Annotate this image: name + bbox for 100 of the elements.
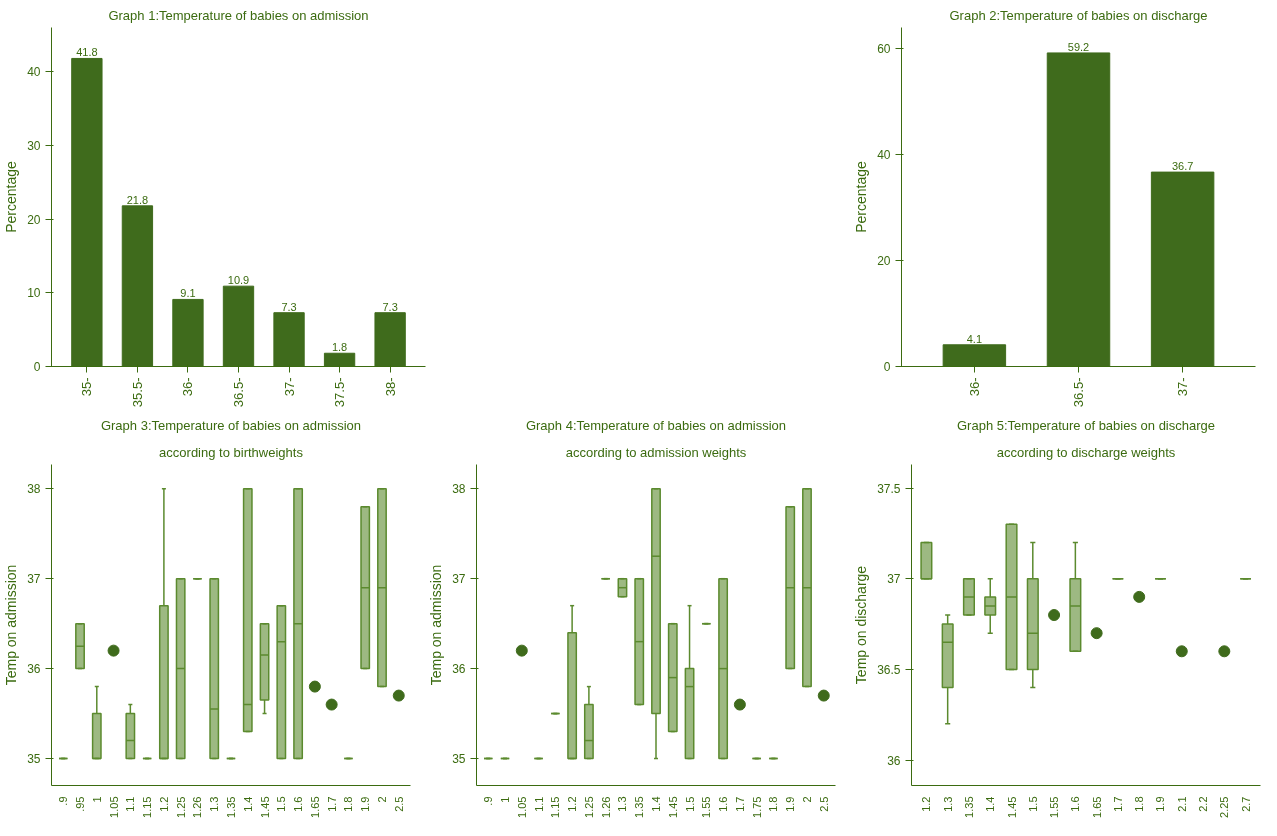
x-tick-label: 2.5	[817, 796, 830, 812]
x-tick-label: 1.25	[174, 796, 187, 818]
x-tick-label: 1.35	[962, 796, 975, 818]
x-tick-label: 1.4	[984, 796, 997, 812]
x-tick-label: 1.6	[717, 796, 730, 812]
x-tick-label: 1.26	[599, 796, 612, 818]
y-tick-label: 37	[887, 572, 901, 587]
x-tick-label: 1.9	[784, 796, 797, 812]
x-tick-label: 1.7	[1111, 796, 1124, 812]
data-label: 4.1	[966, 332, 983, 345]
y-axis-title: Temp on discharge	[853, 565, 870, 685]
y-tick-label: 35	[27, 752, 41, 767]
x-tick-label: 1.8	[767, 796, 780, 812]
data-label: 10.9	[227, 274, 250, 287]
x-tick-label: 1.25	[582, 796, 595, 818]
x-tick-label: 1.45	[1005, 796, 1018, 818]
y-tick-label: 40	[27, 65, 41, 80]
x-tick-label: 1.45	[666, 796, 679, 818]
x-tick-label: 2.1	[1175, 796, 1188, 812]
y-tick-label: 38	[452, 482, 466, 497]
y-tick-label: 37	[452, 572, 466, 587]
y-tick-label: 37.5	[877, 481, 901, 496]
x-tick-label: 1.3	[616, 796, 629, 812]
data-label: 21.8	[126, 193, 149, 206]
x-tick-label: 1.8	[342, 796, 355, 812]
x-tick-label: 1.1	[532, 796, 545, 812]
x-tick-label: 1.05	[515, 796, 528, 818]
x-tick-label: 36.5-	[1071, 377, 1086, 408]
data-label: 7.3	[281, 300, 297, 313]
x-tick-label: 1.15	[549, 796, 562, 818]
x-tick-label: 37-	[281, 377, 297, 397]
x-tick-label: 1.05	[107, 796, 120, 818]
x-tick-label: 1.6	[292, 796, 305, 812]
x-tick-label: 2.7	[1239, 796, 1252, 812]
y-tick-label: 36	[452, 662, 466, 677]
x-tick-label: .9	[482, 796, 495, 806]
chart-title: Graph 4:Temperature of babies on admission	[525, 417, 787, 433]
y-axis-title: Temp on admission	[428, 564, 445, 686]
y-tick-label: 40	[877, 148, 891, 163]
x-tick-label: 1.5	[683, 796, 696, 812]
x-tick-label: 2	[800, 796, 813, 803]
y-tick-label: 0	[883, 360, 891, 374]
x-tick-label: .95	[74, 796, 87, 812]
x-tick-label: 1.75	[750, 796, 763, 818]
chart-subtitle: according to admission weights	[565, 444, 747, 460]
data-label: 41.8	[76, 46, 98, 59]
x-tick-label: 1.35	[633, 796, 646, 818]
y-axis-title: Percentage	[3, 160, 20, 233]
x-tick-label: 1.3	[941, 796, 954, 812]
x-tick-label: 2.25	[1218, 796, 1231, 818]
x-tick-label: 1.2	[157, 796, 170, 812]
x-tick-label: 2.2	[1197, 796, 1210, 812]
x-tick-label: 1.4	[241, 796, 254, 812]
x-tick-label: 1.5	[1026, 796, 1039, 812]
y-tick-label: 38	[27, 482, 41, 497]
x-tick-label: 1.4	[650, 796, 662, 812]
x-tick-label: 36.5-	[231, 377, 246, 408]
data-label: 36.7	[1171, 160, 1194, 173]
x-tick-label: 2.5	[392, 796, 405, 812]
y-axis-title: Temp on admission	[3, 564, 20, 686]
x-tick-label: 1	[499, 796, 512, 803]
x-tick-label: 1.3	[208, 796, 221, 812]
x-tick-label: 1.7	[325, 796, 338, 812]
x-tick-label: 1.26	[191, 796, 204, 818]
chart-subtitle: according to discharge weights	[996, 444, 1176, 460]
chart-title: Graph 5:Temperature of babies on discharge	[957, 417, 1216, 433]
x-tick-label: 35.5-	[129, 377, 145, 408]
chart-title: Graph 1:Temperature of babies on admission	[108, 7, 369, 23]
chart-subtitle: according to birthweights	[159, 444, 304, 460]
x-tick-label: 2	[375, 796, 388, 803]
x-tick-label: 1.5	[275, 796, 288, 812]
x-tick-label: 1.55	[1048, 796, 1061, 818]
data-label: 1.8	[331, 341, 348, 354]
x-tick-label: 1.65	[1090, 796, 1103, 818]
y-tick-label: 60	[877, 42, 891, 57]
x-tick-label: 1.15	[141, 796, 154, 818]
x-tick-label: 37-	[1175, 377, 1191, 397]
x-tick-label: 1.55	[700, 796, 713, 818]
x-tick-label: 1.65	[308, 796, 321, 818]
x-tick-label: 35-	[79, 377, 95, 397]
y-tick-label: 20	[27, 212, 41, 227]
data-label: 59.2	[1067, 40, 1090, 53]
chart-title: Graph 2:Temperature of babies on discharge	[949, 7, 1208, 23]
x-tick-label: 1.9	[1154, 796, 1167, 812]
y-tick-label: 0	[33, 360, 41, 374]
y-tick-label: 35	[452, 752, 466, 767]
x-tick-label: 37.5-	[332, 377, 348, 408]
x-tick-label: 38-	[382, 377, 398, 397]
chart-title: Graph 3:Temperature of babies on admission	[100, 417, 362, 433]
y-tick-label: 36	[27, 662, 41, 677]
x-tick-label: 1.8	[1133, 796, 1146, 812]
x-tick-label: 1.9	[359, 796, 372, 812]
data-label: 9.1	[180, 287, 196, 300]
x-tick-label: 1.35	[225, 796, 237, 818]
x-tick-label: 1.7	[733, 796, 746, 812]
y-tick-label: 37	[27, 572, 41, 587]
x-tick-label: 1.2	[566, 796, 579, 812]
x-tick-label: 1	[90, 796, 103, 803]
y-tick-label: 20	[877, 254, 891, 269]
data-label: 7.3	[382, 300, 398, 313]
